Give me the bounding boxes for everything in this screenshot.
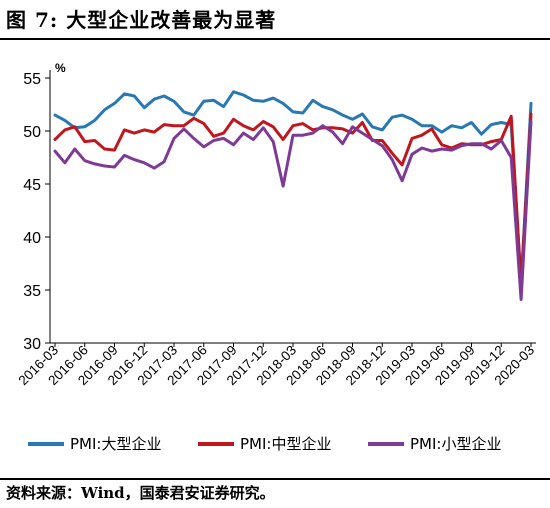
y-tick-label: 55 bbox=[23, 71, 41, 88]
source-note: 资料来源：Wind，国泰君安证券研究。 bbox=[6, 484, 275, 502]
legend-label-large: PMI:大型企业 bbox=[70, 435, 162, 453]
legend-swatch-small bbox=[368, 441, 404, 446]
series-line-2 bbox=[53, 112, 533, 287]
legend-item-small: PMI:小型企业 bbox=[368, 433, 501, 454]
y-tick-label: 40 bbox=[23, 230, 41, 247]
source-rule bbox=[0, 478, 550, 480]
series-line-1 bbox=[53, 90, 533, 286]
y-tick-label: 30 bbox=[23, 336, 41, 353]
legend-label-small: PMI:小型企业 bbox=[410, 435, 502, 453]
y-tick-label: 50 bbox=[23, 124, 41, 141]
legend-item-medium: PMI:中型企业 bbox=[198, 433, 331, 454]
chart-axes: 303540455055%2016-032016-062016-092016-1… bbox=[15, 61, 537, 388]
chart-series bbox=[53, 90, 533, 301]
legend-item-large: PMI:大型企业 bbox=[28, 433, 161, 454]
y-axis-unit-label: % bbox=[55, 61, 66, 75]
legend-swatch-large bbox=[28, 441, 64, 446]
pmi-line-chart: 303540455055%2016-032016-062016-092016-1… bbox=[15, 61, 537, 388]
y-tick-label: 35 bbox=[23, 283, 41, 300]
series-line-3 bbox=[53, 120, 533, 301]
chart-legend: PMI:大型企业 PMI:中型企业 PMI:小型企业 bbox=[28, 433, 548, 457]
y-tick-label: 45 bbox=[23, 177, 41, 194]
figure-title: 图 7: 大型企业改善最为显著 bbox=[6, 8, 277, 32]
title-rule bbox=[0, 38, 550, 40]
legend-label-medium: PMI:中型企业 bbox=[240, 435, 332, 453]
legend-swatch-medium bbox=[198, 441, 234, 446]
